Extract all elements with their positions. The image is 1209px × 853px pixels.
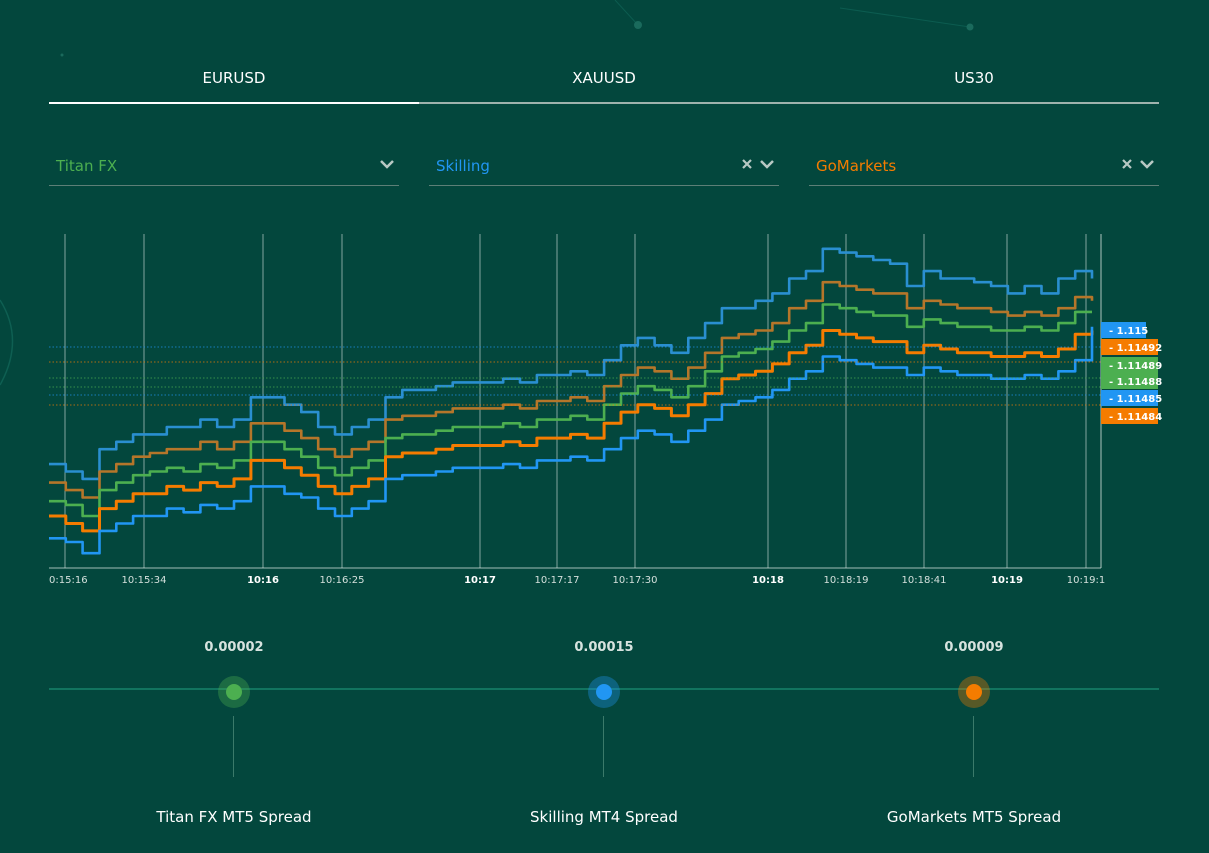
price-label: - 1.11485 (1101, 390, 1162, 406)
spread-label: GoMarkets MT5 Spread (886, 808, 1062, 826)
x-tick-label: 10:17 (464, 575, 496, 586)
series-line (49, 326, 1094, 555)
x-tick-label: 10:18:41 (902, 575, 947, 586)
broker-select-label: Skilling (436, 157, 490, 175)
tab-us30[interactable]: US30 (954, 69, 994, 87)
spread-stem (603, 716, 604, 777)
spread-value: 0.00015 (574, 640, 634, 655)
price-label: - 1.11488 (1101, 373, 1162, 389)
spread-gomarkets: 0.00009 GoMarkets MT5 Spread (844, 640, 1104, 826)
close-icon[interactable] (1121, 158, 1133, 170)
svg-text:- 1.115: - 1.115 (1109, 326, 1148, 337)
x-tick-label: 10:18 (752, 575, 784, 586)
series-line (49, 247, 1094, 481)
x-tick-label: 10:18:19 (824, 575, 869, 586)
price-label: - 1.11492 (1101, 339, 1162, 355)
broker-select-gomarkets[interactable]: GoMarkets (809, 150, 1159, 186)
spread-stem (973, 716, 974, 777)
x-tick-label: 10:19:1 (1067, 575, 1106, 586)
x-tick-label: 10:19 (991, 575, 1023, 586)
chevron-down-icon[interactable] (379, 158, 395, 170)
tab-xauusd[interactable]: XAUUSD (572, 69, 636, 87)
x-tick-label: 10:15:34 (122, 575, 167, 586)
x-tick-label: 10:16 (247, 575, 279, 586)
chevron-down-icon[interactable] (759, 158, 775, 170)
spread-label: Skilling MT4 Spread (530, 808, 678, 826)
price-label: - 1.11489 (1101, 357, 1162, 373)
x-tick-label: 10:17:30 (613, 575, 658, 586)
spread-marker[interactable] (218, 676, 250, 708)
series-line (49, 280, 1094, 499)
tab-eurusd[interactable]: EURUSD (49, 58, 419, 104)
chevron-down-icon[interactable] (1139, 158, 1155, 170)
broker-select-titan[interactable]: Titan FX (49, 150, 399, 186)
spread-skilling: 0.00015 Skilling MT4 Spread (474, 640, 734, 826)
spread-value: 0.00009 (944, 640, 1004, 655)
svg-text:- 1.11489: - 1.11489 (1109, 361, 1162, 372)
price-label: - 1.11484 (1101, 408, 1162, 424)
spread-label: Titan FX MT5 Spread (156, 808, 312, 826)
spread-value: 0.00002 (204, 640, 264, 655)
spread-marker[interactable] (958, 676, 990, 708)
x-tick-label: 10:16:25 (320, 575, 365, 586)
spread-marker[interactable] (588, 676, 620, 708)
svg-text:- 1.11488: - 1.11488 (1109, 377, 1162, 388)
x-tick-label: 10:17:17 (535, 575, 580, 586)
svg-text:- 1.11485: - 1.11485 (1109, 394, 1162, 405)
broker-select-label: Titan FX (56, 157, 118, 175)
close-icon[interactable] (741, 158, 753, 170)
spread-dot (966, 684, 982, 700)
spread-stem (233, 716, 234, 777)
price-label: - 1.115 (1101, 322, 1148, 338)
series-line (49, 303, 1092, 518)
spread-dot (226, 684, 242, 700)
series-line (49, 329, 1094, 533)
price-chart[interactable]: - 1.115 - 1.11492 - 1.11489 - 1.11488 - 1.11… (0, 220, 1209, 600)
broker-select-skilling[interactable]: Skilling (429, 150, 779, 186)
x-tick-label: 0:15:16 (49, 575, 88, 586)
svg-text:- 1.11484: - 1.11484 (1109, 412, 1162, 423)
svg-text:- 1.11492: - 1.11492 (1109, 343, 1162, 354)
symbol-tabs: EURUSD XAUUSD US30 (49, 58, 1159, 104)
spread-dot (596, 684, 612, 700)
spread-titan: 0.00002 Titan FX MT5 Spread (104, 640, 364, 826)
broker-select-label: GoMarkets (816, 157, 897, 175)
